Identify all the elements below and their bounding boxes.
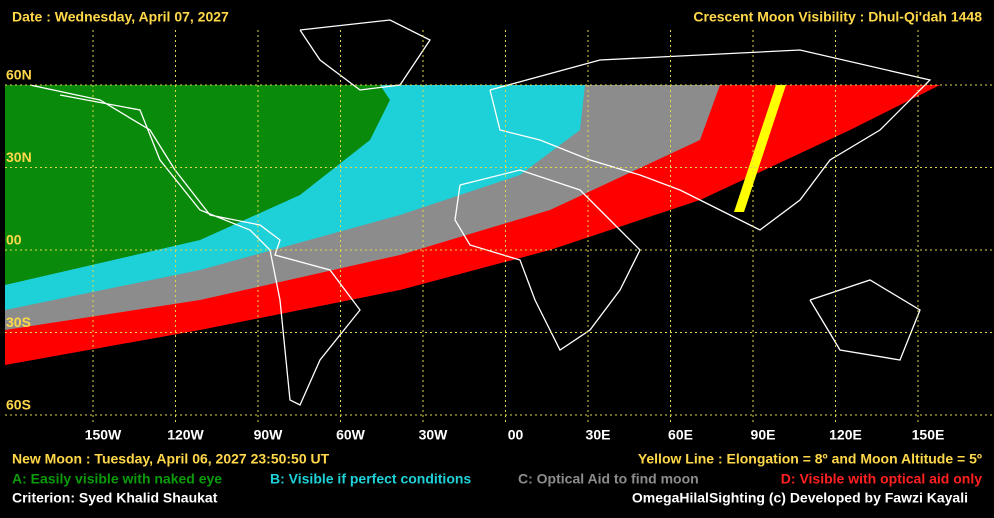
zone-a	[5, 85, 390, 285]
legend-a: A: Easily visible with naked eye	[12, 471, 222, 487]
yellow-line-note: Yellow Line : Elongation = 8º and Moon A…	[638, 451, 982, 467]
lon-label: 120E	[829, 427, 862, 443]
lon-label: 150E	[912, 427, 945, 443]
legend-c: C: Optical Aid to find moon	[518, 471, 699, 487]
lon-label: 90E	[751, 427, 776, 443]
lon-label: 00	[508, 427, 524, 443]
legend-d: D: Visible with optical aid only	[781, 471, 982, 487]
zones	[5, 85, 940, 365]
lon-label: 30E	[586, 427, 611, 443]
lat-label: 60S	[6, 397, 31, 413]
lon-label: 60W	[336, 427, 366, 443]
lon-label: 30W	[419, 427, 449, 443]
lat-label: 00	[6, 232, 22, 248]
title: Crescent Moon Visibility : Dhul-Qi'dah 1…	[693, 9, 982, 25]
new-moon: New Moon : Tuesday, April 06, 2027 23:50…	[12, 451, 330, 467]
legend-b: B: Visible if perfect conditions	[270, 471, 471, 487]
coast-africa	[454, 169, 641, 351]
lat-label: 30N	[6, 149, 32, 165]
lon-label: 90W	[254, 427, 284, 443]
date: Date : Wednesday, April 07, 2027	[12, 9, 229, 25]
lat-label: 30S	[6, 314, 31, 330]
lon-label: 60E	[668, 427, 693, 443]
lon-label: 120W	[167, 427, 204, 443]
yellow-line	[734, 85, 786, 212]
lat-label: 60N	[6, 67, 32, 83]
lon-label: 150W	[85, 427, 122, 443]
graticule: 60N 30N 00 30S 60S 150W 120W 90W 60W 30W 00 30E 60E 9…	[5, 30, 994, 443]
criterion: Criterion: Syed Khalid Shaukat	[12, 490, 218, 506]
coast-eurasia	[489, 49, 932, 231]
credit: OmegaHilalSighting (c) Developed by Fawz…	[632, 490, 968, 506]
